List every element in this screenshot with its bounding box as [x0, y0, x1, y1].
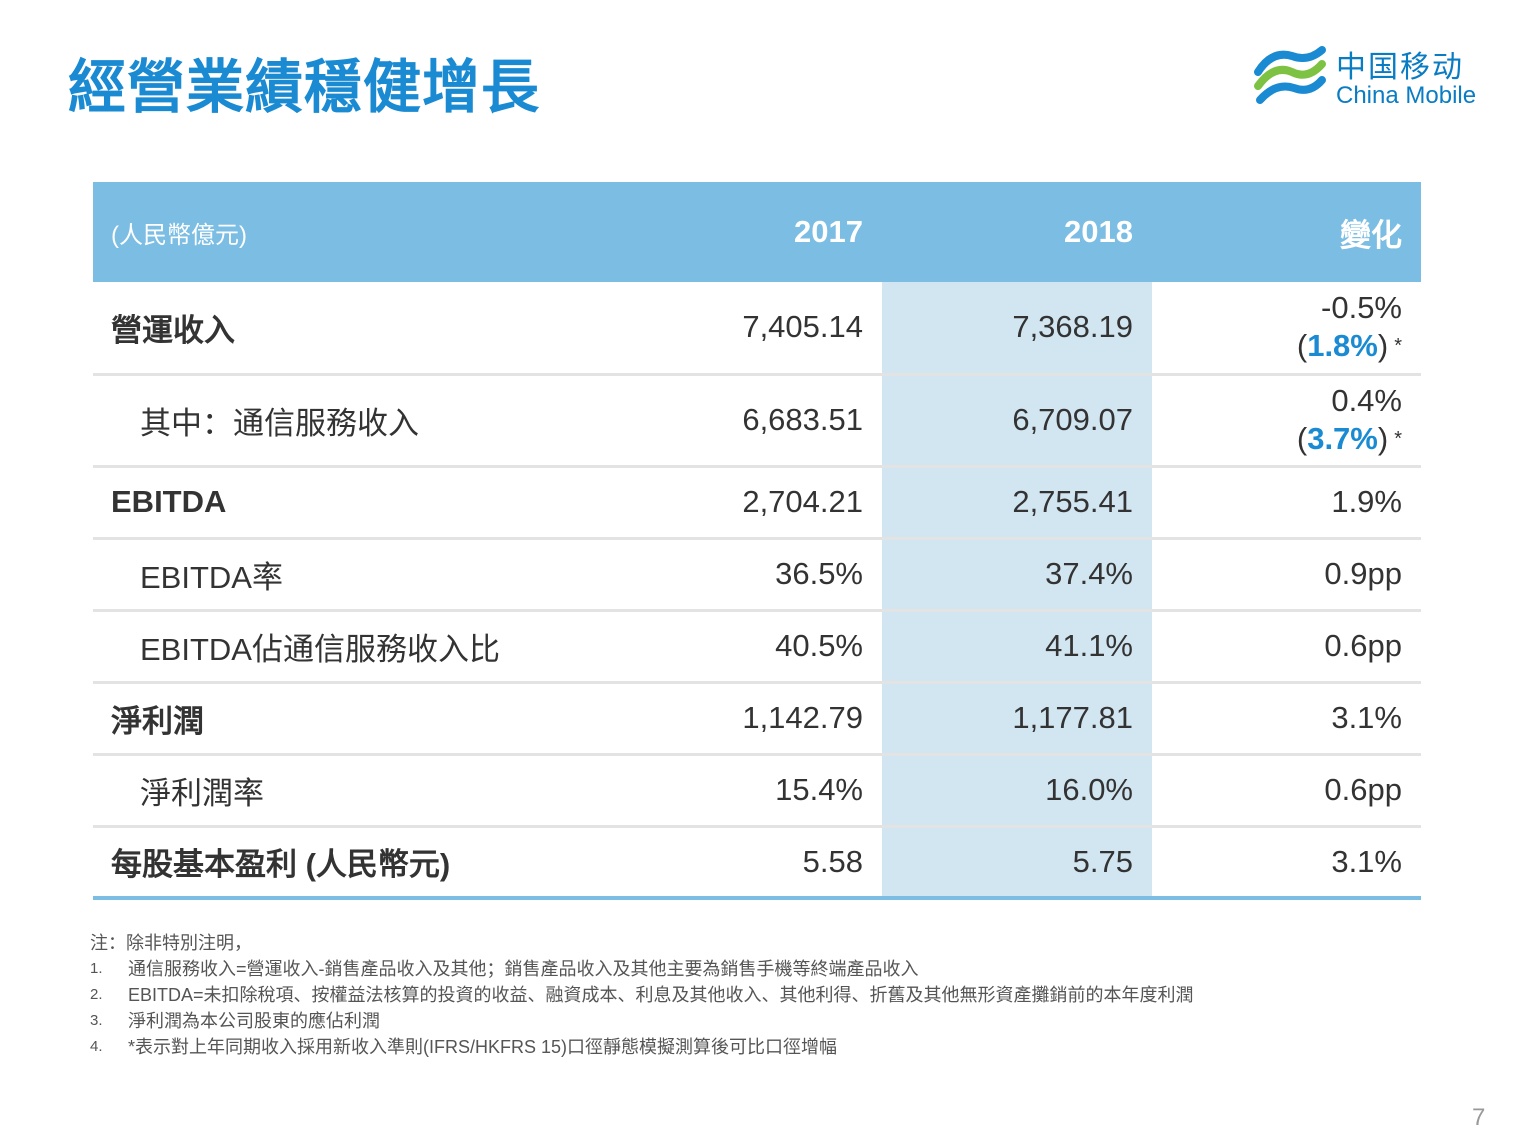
row-label: 淨利潤率 [93, 752, 613, 826]
row-label: EBITDA佔通信服務收入比 [93, 608, 613, 682]
value-2017: 40.5% [613, 608, 882, 682]
page-number: 7 [1472, 1104, 1486, 1131]
row-label: EBITDA率 [93, 536, 613, 610]
adjusted-change: (1.8%) * [1296, 328, 1402, 364]
footnote-text: *表示對上年同期收入採用新收入準則(IFRS/HKFRS 15)口徑靜態模擬測算… [128, 1037, 838, 1057]
footnote-number: 1. [90, 960, 103, 977]
value-2018: 7,368.19 [882, 282, 1152, 374]
year-2018-header: 2018 [1064, 214, 1133, 249]
footnotes: 注：除非特別注明， 1. 通信服務收入=營運收入-銷售產品收入及其他；銷售產品收… [90, 930, 1194, 1060]
china-mobile-logo: 中国移动 China Mobile [1252, 42, 1484, 114]
year-2017-header: 2017 [794, 214, 863, 249]
change-value: 0.6pp [1152, 752, 1421, 826]
change-value: -0.5% [1321, 290, 1402, 326]
footnote-item: 3. 淨利潤為本公司股東的應佔利潤 [90, 1008, 1194, 1034]
table-row: 營運收入 7,405.14 7,368.19 -0.5% (1.8%) * [93, 282, 1421, 374]
row-label: EBITDA [93, 464, 613, 538]
table-row: 其中：通信服務收入 6,683.51 6,709.07 0.4% (3.7%) * [93, 372, 1421, 466]
footnote-star: * [1394, 335, 1402, 358]
value-2018: 16.0% [882, 752, 1152, 826]
row-label: 每股基本盈利 (人民幣元) [93, 824, 613, 900]
table-header-row: (人民幣億元) 2017 2018 變化 [93, 182, 1421, 282]
page-title: 經營業績穩健增長 [68, 53, 541, 121]
value-2018: 41.1% [882, 608, 1152, 682]
value-2017: 15.4% [613, 752, 882, 826]
change-value: 0.6pp [1152, 608, 1421, 682]
footnote-star: * [1394, 428, 1402, 450]
table-row: 淨利潤 1,142.79 1,177.81 3.1% [93, 680, 1421, 754]
footnote-number: 3. [90, 1012, 103, 1029]
row-label: 其中：通信服務收入 [93, 372, 613, 466]
footnote-number: 4. [90, 1038, 103, 1055]
value-2018: 2,755.41 [882, 464, 1152, 538]
table-row: EBITDA佔通信服務收入比 40.5% 41.1% 0.6pp [93, 608, 1421, 682]
footnote-item: 1. 通信服務收入=營運收入-銷售產品收入及其他；銷售產品收入及其他主要為銷售手… [90, 956, 1194, 982]
value-2018: 37.4% [882, 536, 1152, 610]
value-2018: 6,709.07 [882, 372, 1152, 466]
value-2018: 5.75 [882, 824, 1152, 900]
change-value: 0.9pp [1152, 536, 1421, 610]
change-value: 1.9% [1152, 464, 1421, 538]
china-mobile-logo-icon [1254, 46, 1326, 104]
change-value: 0.4% [1331, 383, 1402, 418]
table-row: 每股基本盈利 (人民幣元) 5.58 5.75 3.1% [93, 824, 1421, 900]
row-label: 營運收入 [111, 312, 235, 348]
value-2017: 36.5% [613, 536, 882, 610]
value-2018: 1,177.81 [882, 680, 1152, 754]
footnote-intro: 注：除非特別注明， [90, 933, 252, 953]
change-value: 3.1% [1152, 680, 1421, 754]
logo-chinese-text: 中国移动 [1336, 50, 1464, 85]
value-2017: 5.58 [613, 824, 882, 900]
table-row: EBITDA率 36.5% 37.4% 0.9pp [93, 536, 1421, 610]
table-row: 淨利潤率 15.4% 16.0% 0.6pp [93, 752, 1421, 826]
footnote-text: 淨利潤為本公司股東的應佔利潤 [128, 1011, 380, 1031]
financial-results-table: (人民幣億元) 2017 2018 變化 營運收入 7,405.14 7,368… [93, 182, 1421, 900]
value-2017: 1,142.79 [613, 680, 882, 754]
row-label: 淨利潤 [93, 680, 613, 754]
change-cell: -0.5% (1.8%) * [1152, 282, 1421, 374]
footnote-text: EBITDA=未扣除稅項、按權益法核算的投資的收益、融資成本、利息及其他收入、其… [128, 985, 1194, 1005]
footnote-number: 2. [90, 986, 103, 1003]
adjusted-change: (3.7%) * [1296, 421, 1402, 456]
change-value: 3.1% [1152, 824, 1421, 900]
unit-header: (人民幣億元) [111, 221, 247, 249]
footnote-item: 2. EBITDA=未扣除稅項、按權益法核算的投資的收益、融資成本、利息及其他收… [90, 982, 1194, 1008]
logo-english-text: China Mobile [1336, 82, 1477, 109]
adjusted-change-value: 1.8% [1307, 328, 1378, 364]
adjusted-change-value: 3.7% [1307, 421, 1378, 456]
footnote-item: 4. *表示對上年同期收入採用新收入準則(IFRS/HKFRS 15)口徑靜態模… [90, 1034, 1194, 1060]
table-row: EBITDA 2,704.21 2,755.41 1.9% [93, 464, 1421, 538]
value-2017: 2,704.21 [613, 464, 882, 538]
value-2017: 6,683.51 [613, 372, 882, 466]
footnote-text: 通信服務收入=營運收入-銷售產品收入及其他；銷售產品收入及其他主要為銷售手機等終… [128, 959, 919, 979]
value-2017: 7,405.14 [742, 309, 863, 345]
change-header: 變化 [1340, 217, 1402, 253]
change-cell: 0.4% (3.7%) * [1152, 372, 1421, 466]
